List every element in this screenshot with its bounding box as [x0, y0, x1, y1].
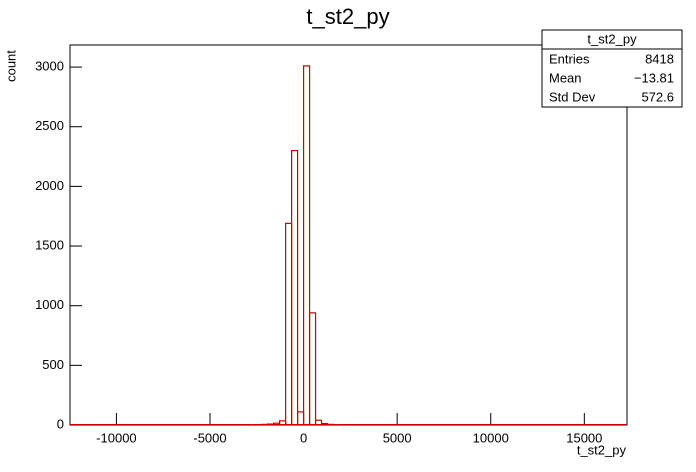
bar	[267, 423, 275, 426]
stats-label: Std Dev	[549, 89, 596, 104]
stats-value: 572.6	[641, 89, 674, 104]
stats-label: Entries	[549, 51, 590, 66]
bar	[291, 149, 299, 426]
chart-title: t_st2_py	[306, 4, 389, 29]
y-tick-label: 3000	[35, 59, 64, 74]
bar	[314, 419, 323, 426]
bar	[261, 423, 269, 426]
stats-title: t_st2_py	[587, 31, 637, 46]
stats-value: 8418	[645, 51, 674, 66]
x-tick-label: -5000	[193, 430, 226, 445]
x-tick-label: 10000	[473, 430, 509, 445]
bar	[308, 312, 317, 426]
x-tick-label: -10000	[96, 430, 136, 445]
y-tick-label: 1000	[35, 297, 64, 312]
stats-box	[541, 29, 683, 108]
y-axis-label: count	[3, 50, 18, 82]
y-tick-label: 500	[42, 357, 64, 372]
x-tick-label: 0	[300, 430, 307, 445]
bar	[326, 423, 335, 426]
x-axis-label: t_st2_py	[577, 442, 627, 457]
stats-value: −13.81	[634, 70, 674, 85]
y-tick-label: 2000	[35, 178, 64, 193]
x-tick-label: 15000	[566, 430, 602, 445]
y-tick-label: 0	[57, 416, 64, 431]
y-tick-label: 1500	[35, 237, 64, 252]
bar	[302, 65, 311, 426]
x-tick-label: 5000	[383, 430, 412, 445]
y-tick-label: 2500	[35, 118, 64, 133]
stats-label: Mean	[549, 70, 582, 85]
